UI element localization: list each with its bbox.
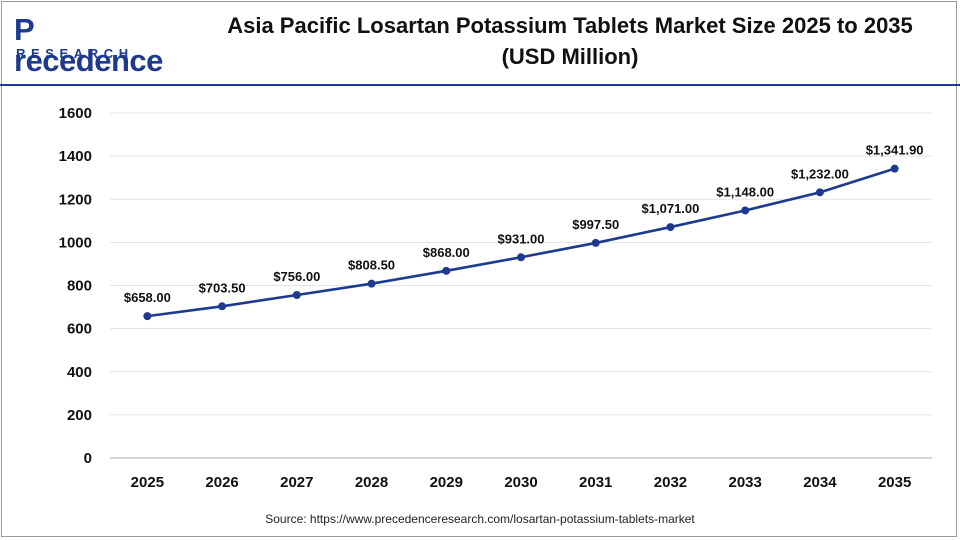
logo-wordmark-rest: recedence — [14, 43, 163, 78]
x-tick-label: 2025 — [131, 474, 164, 491]
x-tick-label: 2034 — [803, 474, 837, 491]
brand-logo: Precedence RESEARCH — [14, 14, 174, 76]
data-label: $1,232.00 — [791, 166, 849, 181]
x-tick-label: 2033 — [728, 474, 761, 491]
y-tick-label: 400 — [67, 364, 92, 381]
data-point — [367, 279, 376, 288]
y-tick-label: 1400 — [59, 148, 92, 165]
y-tick-label: 600 — [67, 321, 92, 338]
y-tick-label: 0 — [84, 450, 92, 467]
x-tick-label: 2031 — [579, 474, 612, 491]
x-tick-label: 2032 — [654, 474, 687, 491]
logo-wordmark: Precedence — [14, 14, 174, 76]
data-point — [741, 206, 750, 215]
y-tick-label: 1600 — [59, 105, 92, 122]
data-label: $756.00 — [273, 269, 320, 284]
data-label: $997.50 — [572, 217, 619, 232]
data-label: $931.00 — [498, 231, 545, 246]
data-point — [292, 290, 301, 299]
x-tick-label: 2035 — [878, 474, 911, 491]
y-tick-label: 1000 — [59, 234, 92, 251]
data-point — [218, 302, 227, 311]
x-tick-label: 2026 — [205, 474, 238, 491]
x-tick-label: 2027 — [280, 474, 313, 491]
data-point — [517, 253, 525, 262]
data-point — [442, 266, 451, 275]
data-point — [890, 164, 899, 173]
x-tick-label: 2029 — [430, 474, 463, 491]
y-tick-label: 800 — [67, 278, 92, 295]
data-point — [143, 312, 152, 321]
x-tick-label: 2028 — [355, 474, 388, 491]
data-label: $1,148.00 — [716, 184, 774, 199]
data-label: $808.50 — [348, 258, 395, 273]
y-tick-label: 200 — [67, 407, 92, 424]
data-label: $658.00 — [124, 290, 171, 305]
y-tick-label: 1200 — [59, 191, 92, 208]
data-label: $1,341.90 — [866, 143, 924, 158]
header-divider — [0, 84, 960, 86]
header: Precedence RESEARCH Asia Pacific Losarta… — [0, 0, 960, 84]
data-label: $703.50 — [199, 280, 246, 295]
source-note: Source: https://www.precedenceresearch.c… — [265, 512, 695, 526]
data-point — [591, 238, 600, 247]
logo-subtitle: RESEARCH — [16, 46, 134, 61]
data-point — [815, 188, 824, 197]
x-tick-label: 2030 — [504, 474, 537, 491]
logo-initial: P — [14, 12, 35, 47]
data-label: $868.00 — [423, 245, 470, 260]
data-point — [666, 223, 675, 232]
chart-title: Asia Pacific Losartan Potassium Tablets … — [227, 13, 913, 69]
data-label: $1,071.00 — [642, 201, 700, 216]
